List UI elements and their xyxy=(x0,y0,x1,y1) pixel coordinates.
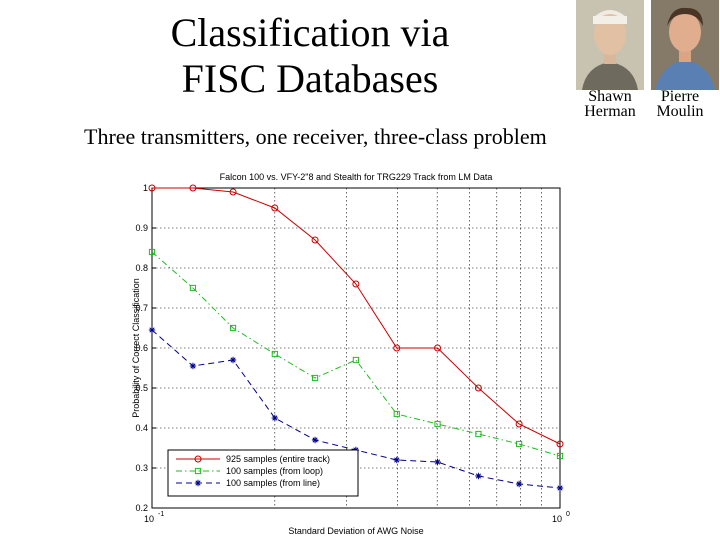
data-point xyxy=(556,440,564,448)
data-point xyxy=(352,356,359,364)
legend-marker xyxy=(194,467,202,475)
data-point xyxy=(434,458,441,466)
caption-first-name: Shawn xyxy=(588,88,632,105)
data-point xyxy=(311,236,319,244)
data-point xyxy=(393,344,401,352)
portrait-photo-icon xyxy=(651,0,719,90)
data-point xyxy=(434,420,441,428)
data-point xyxy=(271,204,279,212)
x-tick-exponent: -1 xyxy=(158,511,164,518)
caption-moulin: Pierre Moulin xyxy=(640,88,720,120)
data-point xyxy=(271,414,279,422)
data-point xyxy=(189,362,197,370)
x-axis-label: Standard Deviation of AWG Noise xyxy=(288,526,423,536)
caption-last-name: Herman xyxy=(584,103,636,120)
data-point xyxy=(229,324,237,332)
data-point xyxy=(189,284,197,292)
legend-marker xyxy=(194,455,202,463)
data-point xyxy=(475,430,482,438)
series-line-1 xyxy=(152,187,561,445)
data-point xyxy=(148,326,156,334)
x-tick-label: 10 xyxy=(144,514,154,524)
y-tick-label: 1 xyxy=(143,183,148,193)
y-tick-label: 0.2 xyxy=(135,503,148,513)
data-point xyxy=(474,384,482,392)
data-point xyxy=(393,456,400,464)
portrait-herman-icon xyxy=(576,0,644,90)
legend-label: 100 samples (from line) xyxy=(226,478,320,488)
portrait-moulin-icon xyxy=(651,0,719,90)
data-point xyxy=(148,248,156,256)
y-axis-label: Probability of Correct Classification xyxy=(131,278,141,418)
portrait-photo-icon xyxy=(576,0,644,90)
y-tick-label: 0.4 xyxy=(135,423,148,433)
legend-marker xyxy=(194,479,202,487)
classification-chart: 0.2 0.3 0.4 0.5 0.6 0.7 0.8 0.9 1 10 -1 10 0 Falcon 1… xyxy=(131,172,570,536)
y-tick-label: 0.5 xyxy=(135,383,148,393)
y-tick-label: 0.9 xyxy=(135,223,148,233)
caption-herman: Shawn Herman xyxy=(570,88,650,120)
legend-label: 100 samples (from loop) xyxy=(226,466,323,476)
y-tick-label: 0.8 xyxy=(135,263,148,273)
slide-title: Classification via FISC Databases xyxy=(120,10,500,102)
data-point xyxy=(515,420,523,428)
data-point xyxy=(229,188,237,196)
data-point xyxy=(434,344,442,352)
data-point xyxy=(311,436,319,444)
caption-last-name: Moulin xyxy=(656,103,704,120)
data-point xyxy=(556,484,564,492)
data-point xyxy=(516,440,523,448)
data-point xyxy=(556,452,564,460)
data-point xyxy=(475,472,482,480)
data-point xyxy=(271,350,278,358)
title-line-2: FISC Databases xyxy=(181,56,439,101)
data-point xyxy=(148,184,156,192)
data-point xyxy=(311,374,319,382)
x-tick-label: 10 xyxy=(552,514,562,524)
data-point xyxy=(229,356,237,364)
caption-first-name: Pierre xyxy=(660,88,700,105)
data-point xyxy=(352,280,360,288)
legend-label: 925 samples (entire track) xyxy=(226,454,330,464)
data-point xyxy=(393,410,400,418)
y-tick-label: 0.6 xyxy=(135,343,148,353)
chart-title: Falcon 100 vs. VFY-2"8 and Stealth for T… xyxy=(220,172,493,182)
data-point xyxy=(189,184,197,192)
title-line-1: Classification via xyxy=(170,10,450,55)
slide-subtitle: Three transmitters, one receiver, three-… xyxy=(84,124,547,149)
y-tick-label: 0.7 xyxy=(135,303,148,313)
legend-box xyxy=(167,449,359,497)
x-tick-exponent: 0 xyxy=(566,511,570,518)
data-point xyxy=(515,480,523,488)
y-tick-label: 0.3 xyxy=(135,463,148,473)
